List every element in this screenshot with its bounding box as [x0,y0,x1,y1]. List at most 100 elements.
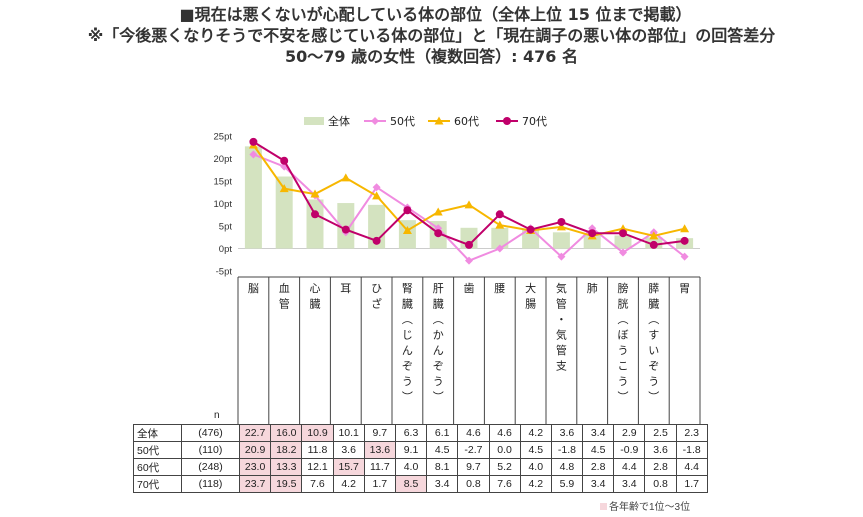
chart-legend: 全体 50代 60代 70代 [304,114,547,128]
point-60代-7 [433,207,443,216]
point-70代-7 [434,229,443,238]
category-label-char: 気 [556,328,567,342]
table-cell: 6.3 [394,424,428,442]
point-70代-13 [619,229,627,238]
table-cell: 4.5 [519,441,552,459]
table-cell: 4.2 [519,475,552,493]
point-60代-9 [495,220,505,229]
legend-marker-60代 [434,116,444,125]
category-label-char: こ [618,360,629,373]
table-cell: 9.7 [457,458,490,476]
table-cell: 6.1 [426,424,459,442]
footnote: 各年齢で1位～3位 [600,498,690,513]
table-cell: -0.9 [613,441,646,459]
table-cell: 0.8 [457,475,490,493]
category-label-char: ・ [556,313,567,326]
category-label-char: 大 [525,281,536,295]
bar-all-10 [522,229,540,249]
category-label-char: か [433,329,444,342]
point-50代-5 [372,183,381,192]
table-cell: 11.8 [301,441,334,459]
point-50代-11 [557,252,566,261]
category-label-char: ︵ [433,313,444,326]
category-label-char: 気 [556,281,567,295]
y-tick-label: 25pt [214,132,233,143]
row-label: 全体 [133,424,182,442]
table-cell: 5.2 [488,458,521,476]
point-50代-15 [680,252,689,261]
point-70代-14 [649,240,658,249]
table-cell: 22.7 [238,424,272,442]
table-cell: 4.0 [394,458,428,476]
category-label-char: 腰 [494,282,505,295]
category-label-char: 肺 [587,282,598,295]
category-label-char: 脳 [248,282,259,295]
point-60代-3 [310,189,320,198]
table-row: 70代 (118) 23.7 19.5 7.6 4.2 1.7 8.5 3.4 0.8 7.6 4.2… [133,475,708,493]
y-tick-label: -5pt [216,267,233,278]
table-cell: 16.0 [270,424,303,442]
point-50代-9 [495,244,504,253]
bar-all-11 [552,232,570,249]
point-70代-9 [495,210,504,219]
table-cell: 1.7 [363,475,396,493]
title-block: ■現在は悪くないが心配している体の部位（全体上位 15 位まで掲載） ※「今後悪… [0,4,863,67]
category-label-char: い [648,344,659,357]
chart-title: ■現在は悪くないが心配している体の部位（全体上位 15 位まで掲載） [179,5,692,24]
point-60代-4 [341,173,351,182]
category-label-char: う [618,344,629,357]
point-60代-5 [372,191,382,200]
point-70代-15 [680,236,689,245]
category-label-char: じ [402,329,413,342]
legend-label-70代: 70代 [522,115,547,128]
table-cell: 15.7 [332,458,365,476]
table-cell: 3.6 [550,424,584,442]
table-cell: 12.1 [301,458,334,476]
category-label-char: ひ [371,282,382,295]
bar-all-1 [244,146,262,249]
table-cell: 1.7 [675,475,708,493]
category-label-char: 管 [556,297,567,311]
data-table: 全体 (476) 22.7 16.0 10.9 10.1 9.7 6.3 6.1 4.6 4.6 4.… [133,424,708,493]
table-cell: 3.4 [582,424,615,442]
table-cell: 5.9 [550,475,584,493]
bar-all-13 [614,235,632,249]
category-label-char: ︵ [402,313,413,326]
point-60代-2 [279,184,289,193]
point-70代-4 [341,225,350,234]
category-label-char: ︶ [618,391,629,404]
table-cell: 4.0 [519,458,552,476]
row-sample-size: (110) [181,441,240,459]
n-header: n [214,410,220,421]
table-cell: 11.7 [363,458,396,476]
footnote-text: 各年齢で1位～3位 [609,502,691,513]
table-cell: 2.9 [613,424,646,442]
table-cell: -1.8 [675,441,708,459]
table-cell: 7.6 [301,475,334,493]
table-cell: 23.7 [238,475,272,493]
category-axis: 脳血管心臓耳 ひざ腎臓︵じんぞう︶肝臓︵かんぞう︶歯腰大腸気管・気管支肺 膀胱︵ぼう… [214,276,701,424]
category-label-char: ︶ [433,391,444,404]
table-cell: 9.1 [394,441,428,459]
category-label-char: う [648,375,659,388]
point-50代-1 [249,150,258,159]
category-label-char: 支 [556,360,567,373]
point-70代-12 [588,229,597,238]
table-cell: 7.6 [488,475,521,493]
table-cell: 10.1 [332,424,365,442]
bar-all-9 [491,227,509,249]
y-tick-label: 20pt [214,154,233,165]
category-label-char: 胃 [679,282,690,295]
table-cell: 23.0 [238,458,272,476]
category-label-char: う [402,375,413,388]
row-sample-size: (476) [181,424,240,442]
category-label-char: ん [433,344,444,357]
category-label-char: ぞ [648,360,659,373]
point-60代-14 [649,231,659,240]
legend-label-全体: 全体 [328,114,350,128]
table-cell: 13.6 [363,441,396,459]
category-label-char: 胱 [618,297,629,311]
table-cell: 4.2 [332,475,365,493]
point-70代-11 [557,217,566,226]
category-label-char: 臓 [402,298,413,311]
